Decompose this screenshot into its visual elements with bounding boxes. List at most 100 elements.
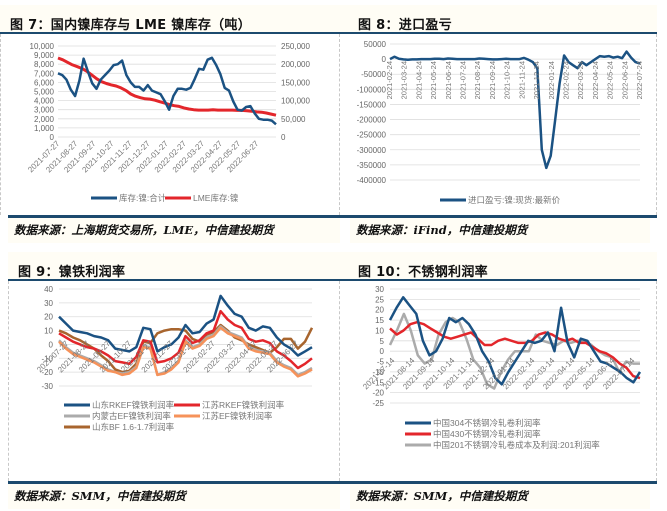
x-tick: 2021-07-24 bbox=[459, 61, 468, 99]
y-tick: 5 bbox=[380, 337, 385, 346]
x-tick: 2022-06-24 bbox=[620, 61, 629, 99]
legend-item: 进口盈亏:镍:现货:最新价 bbox=[440, 195, 561, 205]
panel-fig8: 图 8：进口盈亏 50000 0 -50000 -100000 -150000 -2000… bbox=[340, 0, 657, 245]
y-tick-left: 3,000 bbox=[34, 106, 55, 115]
legend-item: LME库存:镍 bbox=[165, 193, 239, 203]
x-tick: 2022-03-24 bbox=[576, 61, 585, 99]
y-tick: 0 bbox=[49, 340, 54, 349]
y-tick-right: 100,000 bbox=[281, 97, 310, 106]
legend-item: 江苏RKEF镍铁利润率 bbox=[174, 400, 285, 410]
fig9-rule bbox=[8, 481, 340, 484]
fig7-title: 图 7：国内镍库存与 LME 镍库存（吨） bbox=[0, 5, 340, 34]
y-tick: 30 bbox=[375, 285, 384, 294]
panel-fig7: 图 7：国内镍库存与 LME 镍库存（吨） 10,000 9,000 8,000 7,… bbox=[0, 0, 340, 245]
x-tick: 2021-09-24 bbox=[488, 61, 497, 99]
fig10-chart-area: 30 25 20 15 10 5 0 -5 -10 -15 -20 -25 2021-07-14 2021… bbox=[340, 281, 657, 481]
y-tick: 15 bbox=[375, 316, 384, 325]
y-tick: -10 bbox=[372, 368, 384, 377]
y-tick: 20 bbox=[375, 306, 384, 315]
fig8-chart: 50000 0 -50000 -100000 -150000 -200000 -250000… bbox=[357, 40, 644, 205]
fig7-source: 数据来源：上海期货交易所，LME，中信建投期货 bbox=[8, 218, 340, 243]
legend-item: 中国430不锈钢冷轧卷利润率 bbox=[405, 429, 541, 439]
y-tick: -10 bbox=[41, 354, 53, 363]
x-tick: 2021-05-24 bbox=[429, 61, 438, 99]
x-tick: 2021-12-24 bbox=[532, 61, 541, 99]
series-domestic-stock bbox=[57, 56, 277, 126]
legend-label: 中国201不锈钢冷轧卷成本及利润:201利润率 bbox=[433, 440, 600, 450]
y-tick-left: 2,000 bbox=[34, 115, 55, 124]
y-tick-left: 6,000 bbox=[34, 78, 55, 87]
y-tick: -25 bbox=[372, 399, 384, 408]
y-tick: -150000 bbox=[357, 100, 387, 109]
y-tick-left: 9,000 bbox=[34, 51, 55, 60]
y-tick: -350000 bbox=[357, 161, 387, 170]
legend-item: 中国201不锈钢冷轧卷成本及利润:201利润率 bbox=[405, 440, 600, 450]
series-3 bbox=[58, 326, 313, 378]
series-0 bbox=[388, 296, 642, 386]
x-tick: 2022-02-24 bbox=[561, 61, 570, 99]
series-0 bbox=[58, 294, 313, 357]
legend-label: 中国430不锈钢冷轧卷利润率 bbox=[433, 429, 541, 439]
x-tick: 2021-02-24 bbox=[385, 61, 394, 99]
legend-item: 内蒙古EF镍铁利润率 bbox=[64, 411, 171, 421]
fig10-source: 数据来源：SMM，中信建投期货 bbox=[350, 484, 650, 509]
series-1 bbox=[389, 320, 641, 380]
y-tick-left: 5,000 bbox=[34, 88, 55, 97]
legend-label: 江苏EF镍铁利润率 bbox=[202, 411, 273, 421]
x-tick: 2022-01-24 bbox=[547, 61, 556, 99]
y-tick-left: 8,000 bbox=[34, 60, 55, 69]
fig9-title: 图 9：镍铁利润率 bbox=[8, 252, 340, 281]
fig10-rule bbox=[340, 481, 657, 484]
fig10-title: 图 10：不锈钢利润率 bbox=[340, 252, 657, 281]
x-tick: 2021-03-24 bbox=[400, 61, 409, 99]
y-tick: -50000 bbox=[361, 70, 386, 79]
y-tick: 40 bbox=[44, 285, 53, 294]
series-1 bbox=[58, 309, 313, 370]
fig8-rule bbox=[340, 215, 657, 218]
y-tick-right: 200,000 bbox=[281, 60, 310, 69]
y-tick: 0 bbox=[380, 347, 385, 356]
y-tick-left: 4,000 bbox=[34, 97, 55, 106]
y-tick-right: 250,000 bbox=[281, 42, 310, 51]
y-tick: 10 bbox=[44, 327, 53, 336]
legend-item: 山东BF 1.6-1.7利润率 bbox=[64, 422, 175, 432]
fig8-title: 图 8：进口盈亏 bbox=[340, 5, 657, 34]
y-tick: 50000 bbox=[364, 40, 387, 49]
y-tick: -5 bbox=[377, 358, 385, 367]
fig10-chart: 302520151050-5-10-15-20-252021-07-142021… bbox=[361, 285, 642, 450]
legend-label: 内蒙古EF镍铁利润率 bbox=[92, 411, 171, 421]
legend-item: 江苏EF镍铁利润率 bbox=[174, 411, 273, 421]
panel-fig10: 图 10：不锈钢利润率 30 25 20 15 10 5 0 -5 -10 -15 -20 -25 20… bbox=[340, 250, 657, 511]
legend-label: LME库存:镍 bbox=[193, 193, 239, 203]
fig8-source: 数据来源：iFind，中信建投期货 bbox=[350, 218, 650, 243]
fig7-rule bbox=[8, 215, 340, 218]
y-tick: 10 bbox=[375, 326, 384, 335]
y-tick: -300000 bbox=[357, 146, 387, 155]
y-tick: -20 bbox=[372, 389, 384, 398]
legend-item: 库存:镍:合计 bbox=[91, 193, 167, 203]
legend-label: 山东BF 1.6-1.7利润率 bbox=[92, 422, 175, 432]
legend-label: 山东RKEF镍铁利润率 bbox=[92, 400, 175, 410]
y-tick-left: 1,000 bbox=[34, 124, 55, 133]
x-tick: 2021-08-24 bbox=[473, 61, 482, 99]
y-tick-right: 50,000 bbox=[281, 115, 306, 124]
x-tick: 2021-11-24 bbox=[517, 61, 526, 99]
x-tick: 2022-07-24 bbox=[635, 61, 644, 99]
x-tick: 2021-10-24 bbox=[503, 61, 512, 99]
panel-fig9: 图 9：镍铁利润率 40 30 20 10 0 -10 -20 -30 2021-07-27 20… bbox=[0, 250, 340, 511]
fig7-chart-area: 10,000 9,000 8,000 7,000 6,000 5,000 4,000 3,00… bbox=[0, 34, 340, 215]
x-tick: 2022-04-24 bbox=[591, 61, 600, 99]
y-tick: -200000 bbox=[357, 116, 387, 125]
fig9-chart-area: 40 30 20 10 0 -10 -20 -30 2021-07-27 2021-08-27 20… bbox=[8, 281, 340, 481]
y-tick-right: 0 bbox=[281, 133, 286, 142]
y-tick-right: 150,000 bbox=[281, 78, 310, 87]
legend-label: 库存:镍:合计 bbox=[119, 193, 167, 203]
y-tick: 0 bbox=[382, 55, 387, 64]
legend-item: 山东RKEF镍铁利润率 bbox=[64, 400, 175, 410]
fig7-chart: 10,0009,0008,0007,0006,0005,0004,0003,00… bbox=[26, 42, 310, 203]
y-tick-left: 10,000 bbox=[30, 42, 55, 51]
y-tick-left: 0 bbox=[50, 133, 55, 142]
y-tick: -100000 bbox=[357, 85, 387, 94]
y-tick-left: 7,000 bbox=[34, 69, 55, 78]
legend-label: 中国304不锈钢冷轧卷利润率 bbox=[433, 418, 541, 428]
